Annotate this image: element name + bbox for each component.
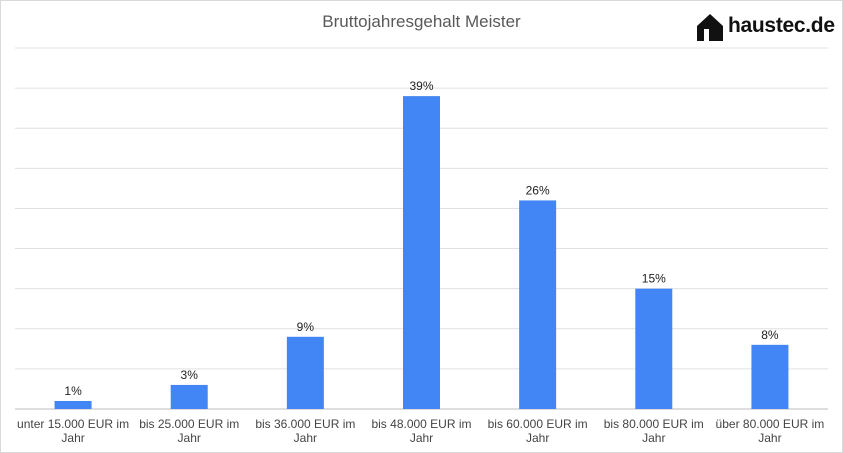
- data-label: 15%: [642, 272, 666, 286]
- bar: [635, 288, 673, 409]
- category-label: bis 48.000 EUR im Jahr: [371, 417, 471, 445]
- category-label: bis 25.000 EUR im Jahr: [139, 417, 239, 445]
- category-label: unter 15.000 EUR im Jahr: [17, 417, 129, 445]
- bar: [519, 200, 557, 409]
- brand-name: haustec.de: [728, 14, 835, 37]
- category-label: über 80.000 EUR im Jahr: [716, 417, 825, 445]
- data-label: 8%: [761, 328, 779, 342]
- category-label: bis 60.000 EUR im Jahr: [488, 417, 588, 445]
- bar: [54, 400, 92, 409]
- data-label: 9%: [297, 320, 315, 334]
- data-label: 26%: [526, 183, 550, 197]
- category-labels: unter 15.000 EUR im Jahr bis 25.000 EUR im…: [17, 417, 824, 445]
- house-icon: [697, 14, 723, 41]
- data-labels: 1% 3% 9% 39% 26% 15% 8%: [64, 79, 779, 398]
- category-label: bis 80.000 EUR im Jahr: [604, 417, 704, 445]
- data-label: 3%: [181, 368, 199, 382]
- bar: [170, 384, 208, 409]
- brand-logo: haustec.de: [695, 12, 840, 46]
- bar: [286, 336, 324, 409]
- bar: [403, 96, 440, 409]
- data-label: 39%: [409, 79, 433, 93]
- category-label: bis 36.000 EUR im Jahr: [255, 417, 355, 445]
- chart-title: Bruttojahresgehalt Meister: [322, 12, 521, 31]
- data-label: 1%: [64, 384, 82, 398]
- bars: [54, 96, 789, 409]
- bar: [751, 344, 789, 409]
